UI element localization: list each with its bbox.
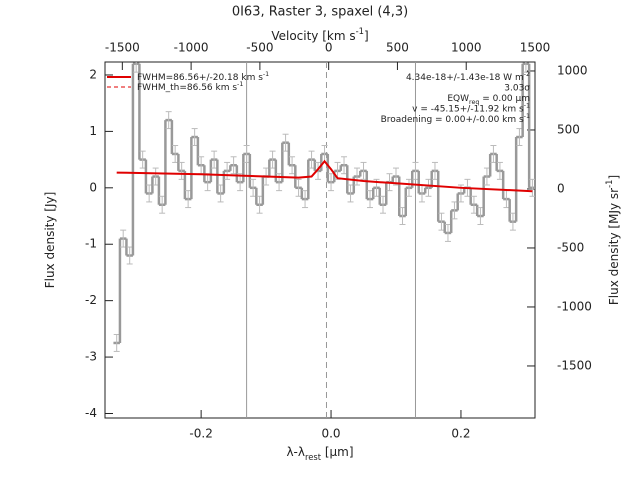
label-part: rest — [305, 452, 322, 462]
y2-tick-label: 0 — [557, 181, 565, 195]
fit-line — [116, 159, 533, 193]
label-part: -1 — [356, 26, 364, 36]
y-tick-label: 0 — [89, 180, 97, 194]
label-part: 3.03σ — [504, 83, 530, 93]
label-part: EQW — [447, 94, 469, 104]
annotation: 3.03σ — [504, 83, 530, 93]
y2-tick-label: -1500 — [557, 358, 592, 372]
y-tick-label: 2 — [89, 67, 97, 81]
x-axis-label: λ-λrest [μm] — [286, 445, 353, 462]
annotation: Broadening = 0.00+/-0.00 km s-1 — [381, 113, 530, 125]
label-part: -1 — [604, 180, 614, 188]
x-tick-label: -0.2 — [189, 427, 212, 441]
y2-axis-label: Flux density [MJy sr-1] — [604, 175, 621, 305]
label-part: 4.34e-18+/-1.43e-18 W m — [406, 73, 524, 83]
label-part: FWHM_th=86.56 km s — [137, 83, 237, 93]
legend-label: FWHM_th=86.56 km s-1 — [137, 81, 243, 93]
label-part: Velocity [km s — [271, 29, 355, 43]
chart-title: 0I63, Raster 3, spaxel (4,3) — [232, 5, 408, 20]
label-part: ] — [607, 175, 621, 180]
annotation: 4.34e-18+/-1.43e-18 W m-2 — [406, 71, 530, 83]
x2-tick-label: 0 — [325, 41, 333, 55]
label-part: = 0.00 μm — [479, 94, 530, 104]
y-tick-label: -4 — [85, 406, 97, 420]
y2-tick-label: 500 — [557, 122, 580, 136]
x2-tick-label: -1000 — [174, 41, 209, 55]
x2-tick-label: 500 — [386, 41, 409, 55]
label-part: Flux density [Jy] — [43, 192, 57, 289]
label-part: λ-λ — [286, 445, 305, 459]
plot-area — [113, 62, 535, 352]
label-part: -1 — [524, 113, 530, 120]
x2-tick-label: -500 — [246, 41, 273, 55]
x2-tick-label: 1000 — [451, 41, 482, 55]
label-part: -1 — [263, 71, 269, 78]
plot-frame — [104, 61, 536, 419]
label-part: FWHM=86.56+/-20.18 km s — [137, 73, 263, 83]
label-part: req — [469, 99, 479, 106]
x2-tick-label: -1500 — [105, 41, 140, 55]
label-part: ] — [364, 29, 369, 43]
y-tick-label: -1 — [85, 237, 97, 251]
x2-tick-label: 1500 — [520, 41, 551, 55]
annotation: EQWreq = 0.00 μm — [447, 94, 530, 106]
y-axis-label: Flux density [Jy] — [43, 192, 57, 289]
label-part: Flux density [MJy sr — [607, 188, 621, 305]
x-tick-label: 0.0 — [321, 427, 340, 441]
label-part: [μm] — [321, 445, 354, 459]
label-part: v = -45.15+/-11.92 km s — [412, 104, 524, 114]
label-part: -1 — [524, 102, 530, 109]
y2-tick-label: -500 — [557, 240, 584, 254]
y-tick-label: -2 — [85, 293, 97, 307]
label-part: -2 — [524, 71, 530, 78]
x2-axis-label: Velocity [km s-1] — [271, 26, 368, 43]
y2-tick-label: -1000 — [557, 299, 592, 313]
annotation: v = -45.15+/-11.92 km s-1 — [412, 102, 530, 114]
legend-label: FWHM=86.56+/-20.18 km s-1 — [137, 71, 269, 83]
y2-tick-label: 1000 — [557, 63, 588, 77]
label-part: Broadening = 0.00+/-0.00 km s — [381, 115, 524, 125]
label-part: -1 — [237, 81, 243, 88]
x-tick-label: 0.2 — [451, 427, 470, 441]
y-tick-label: -3 — [85, 350, 97, 364]
y-tick-label: 1 — [89, 124, 97, 138]
